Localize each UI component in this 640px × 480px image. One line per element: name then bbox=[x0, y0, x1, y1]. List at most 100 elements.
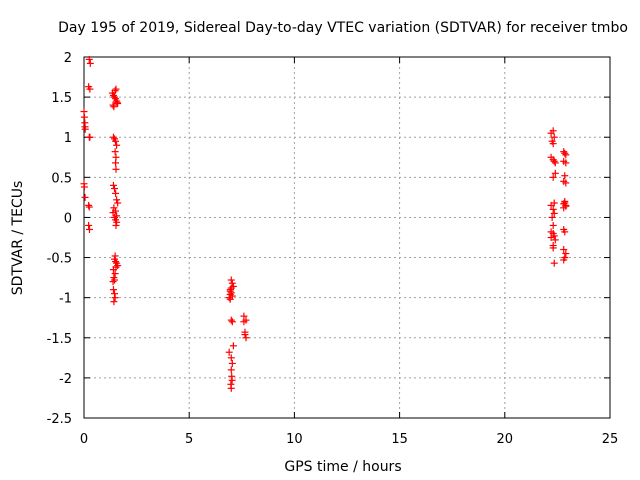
data-point bbox=[110, 298, 118, 306]
data-point bbox=[111, 290, 119, 298]
data-point bbox=[109, 133, 117, 141]
data-point bbox=[228, 318, 236, 326]
y-tick-label: 0 bbox=[64, 211, 72, 226]
data-points bbox=[80, 55, 570, 392]
data-point bbox=[241, 331, 249, 339]
data-point bbox=[85, 221, 93, 229]
data-point bbox=[562, 202, 570, 210]
data-point bbox=[81, 193, 89, 201]
data-point bbox=[550, 209, 558, 217]
data-point bbox=[551, 169, 559, 177]
data-point bbox=[113, 141, 121, 149]
data-point bbox=[80, 183, 88, 191]
data-point bbox=[551, 236, 559, 244]
data-point bbox=[111, 294, 119, 302]
data-point bbox=[112, 221, 120, 229]
y-tick-label: 1 bbox=[64, 131, 72, 146]
data-point bbox=[227, 284, 235, 292]
data-point bbox=[85, 55, 93, 63]
x-tick-label: 25 bbox=[602, 432, 619, 447]
data-point bbox=[112, 137, 120, 145]
data-point bbox=[109, 101, 117, 109]
data-point bbox=[561, 199, 569, 207]
y-tick-label: -2.5 bbox=[47, 412, 72, 427]
data-point bbox=[560, 246, 568, 254]
data-point bbox=[114, 199, 122, 207]
data-point bbox=[110, 103, 118, 111]
grid bbox=[84, 57, 610, 418]
data-point bbox=[562, 250, 570, 258]
data-point bbox=[114, 262, 122, 270]
data-point bbox=[227, 366, 235, 374]
data-point bbox=[240, 318, 248, 326]
y-tick-label: -2 bbox=[59, 372, 72, 387]
data-point bbox=[561, 228, 569, 236]
data-point bbox=[111, 185, 119, 193]
x-tick-label: 20 bbox=[497, 432, 514, 447]
data-point bbox=[86, 59, 94, 67]
y-tick-label: 2 bbox=[64, 51, 72, 66]
data-point bbox=[228, 279, 236, 287]
data-point bbox=[549, 221, 557, 229]
data-point bbox=[550, 232, 558, 240]
data-point bbox=[242, 334, 250, 342]
data-point bbox=[550, 259, 558, 267]
data-point bbox=[560, 256, 568, 264]
data-point bbox=[547, 201, 555, 209]
x-axis-label: GPS time / hours bbox=[284, 459, 401, 475]
x-tick-label: 0 bbox=[80, 432, 88, 447]
data-point bbox=[85, 201, 93, 209]
x-tick-label: 5 bbox=[185, 432, 193, 447]
y-tick-label: 1.5 bbox=[51, 91, 72, 106]
data-point bbox=[562, 151, 570, 159]
data-point bbox=[111, 148, 119, 156]
data-point bbox=[111, 276, 119, 284]
x-tick-label: 10 bbox=[286, 432, 303, 447]
data-point bbox=[109, 209, 117, 217]
data-point bbox=[109, 286, 117, 294]
data-point bbox=[227, 354, 235, 362]
data-point bbox=[562, 159, 570, 167]
data-point bbox=[112, 189, 120, 197]
data-point bbox=[85, 225, 93, 233]
data-point bbox=[109, 181, 117, 189]
data-point bbox=[561, 172, 569, 180]
data-point bbox=[549, 127, 557, 135]
data-point bbox=[548, 137, 556, 145]
data-point bbox=[550, 157, 558, 165]
data-point bbox=[549, 173, 557, 181]
data-point bbox=[226, 287, 234, 295]
data-point bbox=[548, 213, 556, 221]
data-point bbox=[86, 133, 94, 141]
axis-ticks bbox=[83, 56, 611, 419]
data-point bbox=[113, 196, 121, 204]
data-point bbox=[225, 294, 233, 302]
data-point bbox=[110, 204, 118, 212]
data-point bbox=[562, 179, 570, 187]
data-point bbox=[109, 278, 117, 286]
data-point bbox=[112, 159, 120, 167]
y-tick-label: -1 bbox=[59, 292, 72, 307]
data-point bbox=[113, 99, 121, 107]
data-point bbox=[85, 203, 93, 211]
data-point bbox=[550, 133, 558, 141]
y-tick-label: -0.5 bbox=[47, 252, 72, 267]
data-point bbox=[227, 276, 235, 284]
data-point bbox=[111, 93, 119, 101]
data-point bbox=[86, 85, 94, 93]
data-point bbox=[81, 125, 89, 133]
data-point bbox=[228, 359, 236, 367]
data-point bbox=[112, 85, 120, 93]
data-point bbox=[228, 376, 236, 384]
data-point bbox=[549, 244, 557, 252]
y-axis-label: SDTVAR / TECUs bbox=[10, 181, 26, 296]
data-point bbox=[227, 316, 235, 324]
data-point bbox=[109, 266, 117, 274]
data-point bbox=[111, 270, 119, 278]
x-tick-label: 15 bbox=[391, 432, 408, 447]
y-tick-labels: -2.5 -2 -1.5 -1 -0.5 0 0.5 1 1.5 2 bbox=[47, 51, 72, 427]
data-point bbox=[561, 149, 569, 157]
plot-frame bbox=[83, 56, 611, 419]
data-point bbox=[111, 87, 119, 95]
